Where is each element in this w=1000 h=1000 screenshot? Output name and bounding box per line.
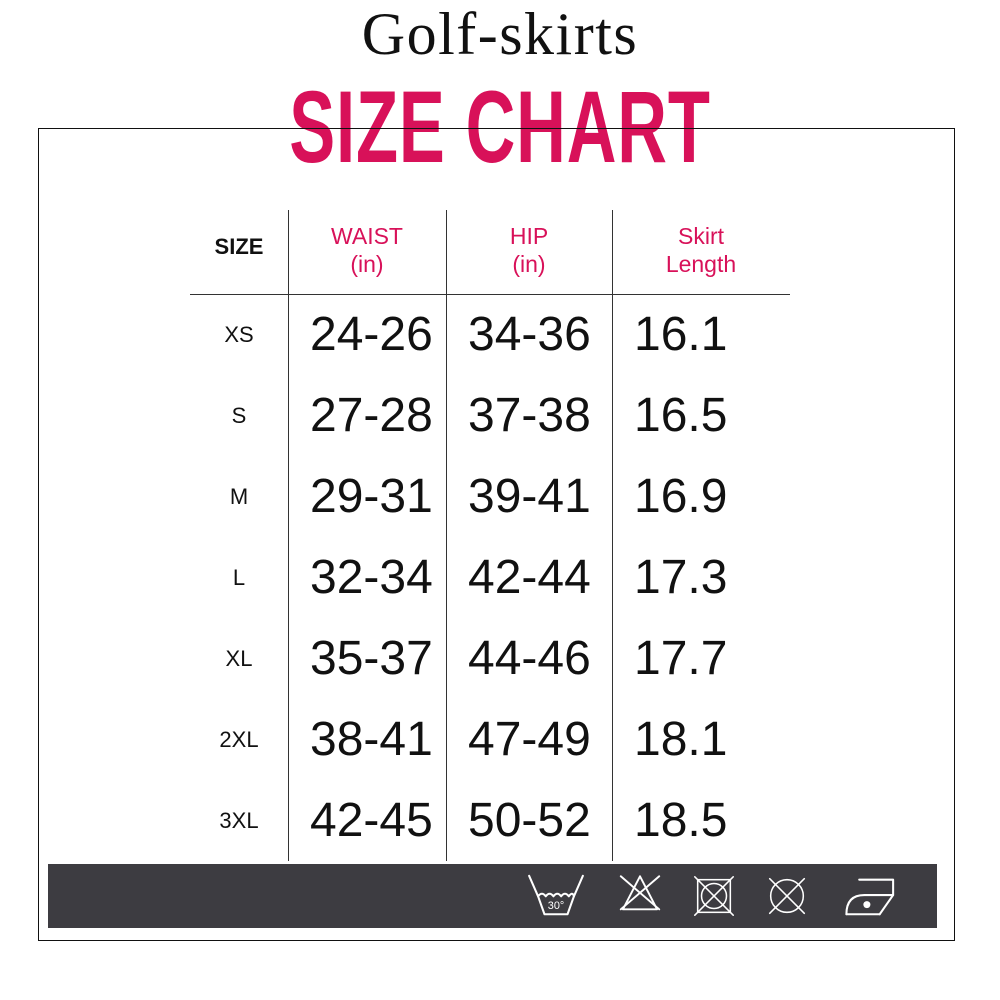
- svg-text:30°: 30°: [548, 900, 564, 912]
